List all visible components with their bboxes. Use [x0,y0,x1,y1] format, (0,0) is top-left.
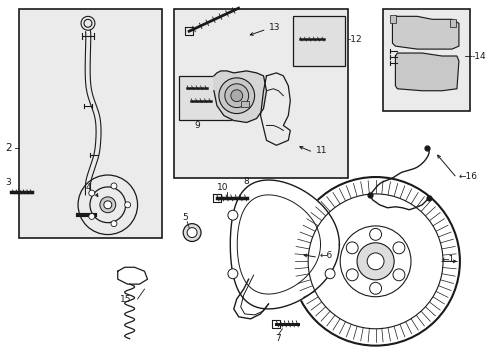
Text: 11: 11 [315,146,327,155]
Text: 13: 13 [268,23,280,32]
Bar [179,76,233,121]
Circle shape [369,228,381,240]
Bar [240,101,248,107]
Bar [19,9,162,238]
Text: 9: 9 [194,121,200,130]
Circle shape [89,213,95,220]
Text: 5: 5 [182,213,187,222]
Circle shape [227,269,237,279]
Circle shape [187,228,197,238]
Circle shape [227,210,237,220]
Text: 8: 8 [244,177,249,186]
Circle shape [369,282,381,294]
Text: 7: 7 [275,334,281,343]
Circle shape [307,194,442,329]
Circle shape [325,269,334,279]
Circle shape [111,221,117,227]
Circle shape [392,242,404,254]
Circle shape [100,197,116,213]
Circle shape [89,190,95,196]
Circle shape [291,177,459,346]
Text: ←1: ←1 [441,255,454,264]
Text: 4: 4 [85,184,91,193]
Text: 3: 3 [6,179,11,188]
Bar [382,9,469,111]
Text: 10: 10 [217,184,228,193]
Circle shape [219,78,254,113]
Text: 2: 2 [6,143,12,153]
Text: -14: -14 [471,51,486,60]
Bar [449,19,455,27]
Text: ←6: ←6 [320,251,333,260]
Circle shape [340,226,410,297]
Circle shape [183,224,201,242]
Circle shape [366,253,383,270]
Polygon shape [392,16,458,49]
Text: ←16: ←16 [458,171,477,180]
Text: 15: 15 [120,294,131,303]
Circle shape [103,201,112,209]
Circle shape [124,202,130,208]
Circle shape [111,183,117,189]
Text: -12: -12 [347,35,362,44]
Polygon shape [395,53,458,91]
Polygon shape [213,71,266,122]
Circle shape [346,242,357,254]
Bar [293,16,344,66]
Circle shape [230,90,242,102]
Bar [390,15,396,23]
Circle shape [356,243,393,280]
Circle shape [224,84,248,108]
Circle shape [392,269,404,281]
Polygon shape [230,180,339,309]
Bar [174,9,347,178]
Circle shape [346,269,357,281]
